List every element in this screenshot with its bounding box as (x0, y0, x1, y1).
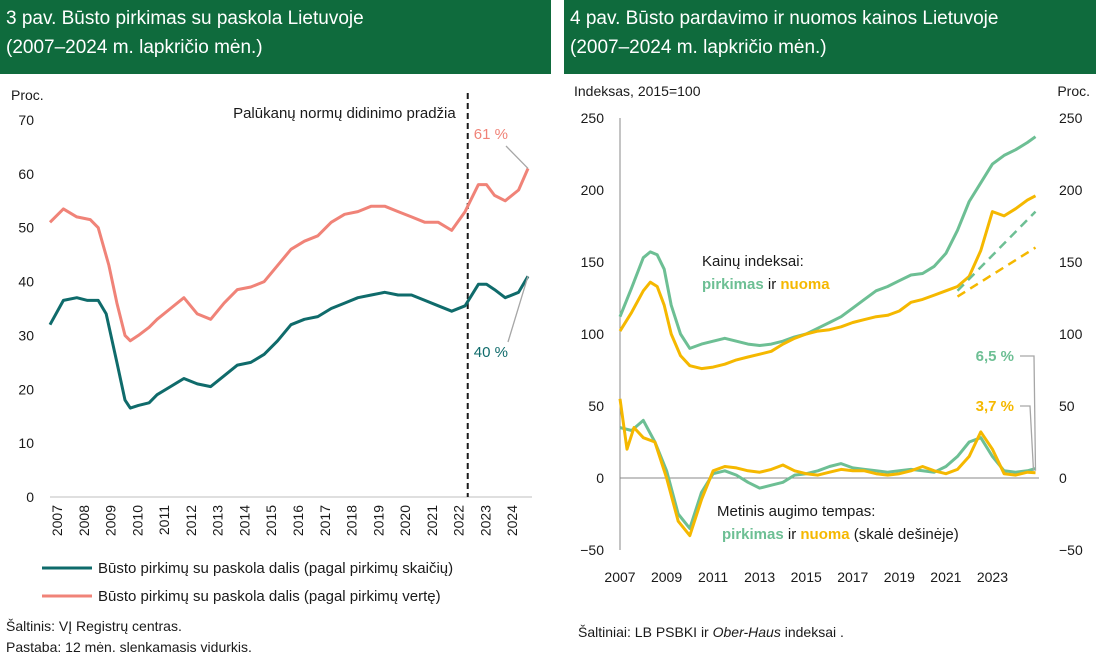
left-x-tick-label: 2018 (344, 505, 360, 536)
right-y-tick-label: 200 (581, 182, 605, 198)
left-y-axis-label: Proc. (11, 87, 44, 103)
growth-annotation-purchase: pirkimas (722, 526, 784, 543)
left-y-tick-label: 0 (26, 489, 34, 505)
right-y-tick-label: 50 (588, 398, 604, 414)
right-y-tick-label: 100 (581, 326, 605, 342)
left-x-tick-label: 2007 (49, 505, 65, 536)
count-end-label: 40 % (474, 344, 508, 361)
left-x-tick-label: 2015 (263, 505, 279, 536)
left-y-tick-label: 20 (18, 381, 34, 397)
right-x-tick-label: 2015 (791, 569, 822, 585)
index-annotation-and: ir (764, 276, 781, 293)
right-chart-title: 4 pav. Būsto pardavimo ir nuomos kainos … (564, 0, 1096, 74)
left-x-tick-label: 2009 (103, 505, 119, 536)
left-y-tick-label: 60 (18, 166, 34, 182)
right-title-line1: 4 pav. Būsto pardavimo ir nuomos kainos … (570, 8, 999, 29)
left-title-line2: (2007–2024 m. lapkričio mėn.) (6, 37, 263, 58)
right-x-tick-label: 2007 (604, 569, 635, 585)
right-source-prefix: Šaltiniai: LB PSBKI ir (578, 624, 713, 640)
left-x-tick-label: 2023 (477, 505, 493, 536)
value-callout-line (505, 145, 529, 169)
purchase-index-line (618, 135, 1037, 350)
count-callout-line (507, 275, 529, 343)
left-source: Šaltinis: VĮ Registrų centras. (6, 618, 182, 634)
left-y-tick-label: 70 (18, 112, 34, 128)
rent-trend-line (956, 246, 1037, 298)
growth-annotation-suffix: (skalė dešinėje) (850, 526, 959, 543)
left-x-tick-label: 2024 (504, 505, 520, 536)
legend-label-count: Būsto pirkimų su paskola dalis (pagal pi… (98, 560, 453, 577)
left-title-line1: 3 pav. Būsto pirkimas su paskola Lietuvo… (6, 8, 364, 29)
right-source: Šaltiniai: LB PSBKI ir Ober-Haus indeksa… (578, 624, 844, 640)
purchase-growth-label: 6,5 % (976, 348, 1014, 365)
right-y2-tick-label: 150 (1059, 254, 1083, 270)
right-x-tick-label: 2017 (837, 569, 868, 585)
right-y-axis-label: Indeksas, 2015=100 (574, 83, 701, 99)
series-line-count (48, 275, 530, 410)
value-end-label: 61 % (474, 126, 508, 143)
right-y2-tick-label: −50 (1059, 542, 1083, 558)
rent-growth-callout (1020, 405, 1035, 471)
series-line-value (48, 167, 530, 343)
right-y-tick-label: 150 (581, 254, 605, 270)
left-x-tick-label: 2013 (210, 505, 226, 536)
growth-annotation-and: ir (784, 526, 801, 543)
right-y-tick-label: 250 (581, 110, 605, 126)
legend-label-value: Būsto pirkimų su paskola dalis (pagal pi… (98, 588, 441, 605)
left-x-tick-label: 2017 (317, 505, 333, 536)
right-y-tick-label: −50 (580, 542, 604, 558)
left-note: Pastaba: 12 mėn. slenkamasis vidurkis. (6, 639, 252, 655)
left-x-tick-label: 2014 (236, 505, 252, 536)
right-x-tick-label: 2021 (930, 569, 961, 585)
left-chart: Proc. 0 10 20 30 40 50 60 70 2007 2008 2009 2010 2011… (11, 87, 532, 605)
left-x-tick-label: 2010 (129, 505, 145, 536)
right-y2-axis-label: Proc. (1057, 83, 1090, 99)
growth-annotation-line1: Metinis augimo tempas: (717, 503, 875, 520)
left-y-tick-label: 40 (18, 274, 34, 290)
growth-annotation-line2: pirkimas ir nuoma (skalė dešinėje) (722, 526, 959, 543)
right-y2-tick-label: 0 (1059, 470, 1067, 486)
left-x-tick-label: 2020 (397, 505, 413, 536)
rent-growth-label: 3,7 % (976, 398, 1014, 415)
index-annotation-purchase: pirkimas (702, 276, 764, 293)
right-x-tick-label: 2023 (977, 569, 1008, 585)
index-annotation-line2: pirkimas ir nuoma (702, 276, 830, 293)
right-x-tick-label: 2013 (744, 569, 775, 585)
purchase-growth-line (619, 418, 1036, 530)
right-source-italic: Ober-Haus (712, 624, 781, 640)
right-title-line2: (2007–2024 m. lapkričio mėn.) (570, 37, 827, 58)
right-y2-tick-label: 50 (1059, 398, 1075, 414)
left-y-tick-label: 50 (18, 220, 34, 236)
left-y-tick-label: 30 (18, 327, 34, 343)
right-y2-tick-label: 200 (1059, 182, 1083, 198)
left-y-tick-label: 10 (18, 435, 34, 451)
right-x-tick-label: 2011 (698, 569, 728, 585)
right-x-tick-label: 2019 (884, 569, 915, 585)
left-x-tick-label: 2011 (156, 505, 172, 535)
right-chart: Indeksas, 2015=100 Proc. −50 −50 0 0 50 50 100 10… (574, 83, 1090, 585)
left-chart-title: 3 pav. Būsto pirkimas su paskola Lietuvo… (0, 0, 551, 74)
left-x-tick-label: 2021 (424, 505, 440, 536)
left-x-tick-label: 2022 (451, 505, 467, 536)
growth-annotation-rent: nuoma (800, 526, 850, 543)
rate-hike-annotation: Palūkanų normų didinimo pradžia (233, 105, 456, 122)
left-x-tick-label: 2016 (290, 505, 306, 536)
right-y-tick-label: 0 (596, 470, 604, 486)
index-annotation-rent: nuoma (780, 276, 830, 293)
right-y2-tick-label: 100 (1059, 326, 1083, 342)
purchase-growth-callout (1020, 355, 1037, 471)
rent-growth-line (618, 398, 1036, 538)
right-x-tick-label: 2009 (651, 569, 682, 585)
index-annotation-line1: Kainų indeksai: (702, 253, 804, 270)
left-x-tick-label: 2019 (370, 505, 386, 536)
left-x-tick-label: 2012 (183, 505, 199, 536)
purchase-trend-line (956, 210, 1037, 292)
right-y2-tick-label: 250 (1059, 110, 1083, 126)
rent-index-line (618, 194, 1037, 371)
left-x-tick-label: 2008 (76, 505, 92, 536)
right-source-suffix: indeksai . (780, 624, 844, 640)
